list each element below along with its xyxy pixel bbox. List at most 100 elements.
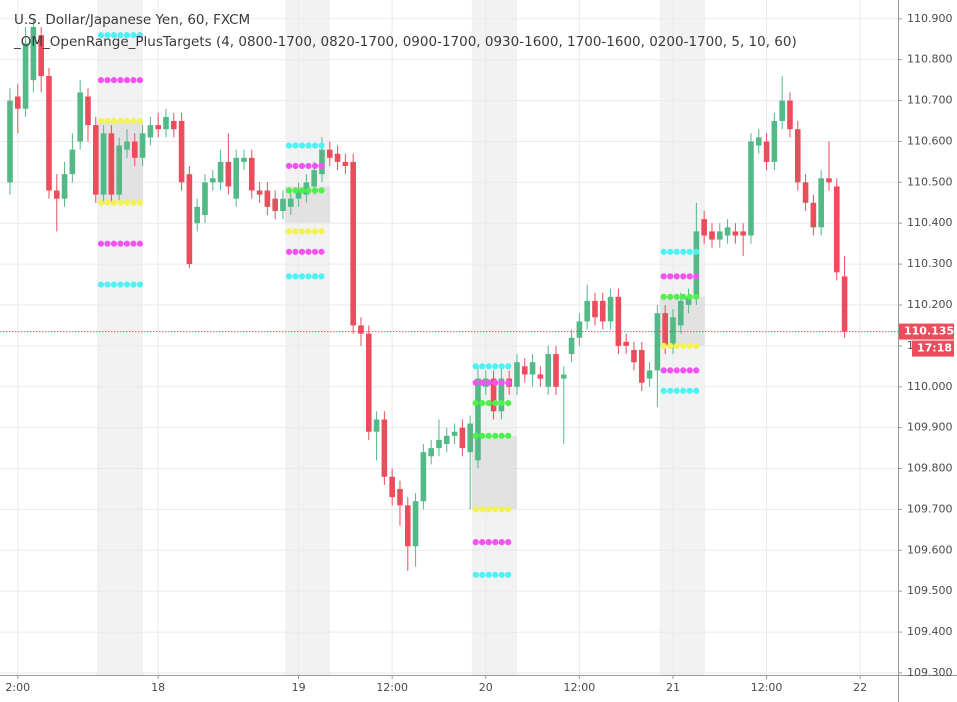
candle-body xyxy=(412,501,419,547)
candle-body xyxy=(779,100,785,122)
target-dot xyxy=(505,571,512,578)
countdown-box xyxy=(912,340,954,357)
candle-body xyxy=(311,170,317,187)
target-dot xyxy=(498,571,505,578)
target-dot xyxy=(318,273,325,280)
target-dot xyxy=(117,77,124,84)
candle-body xyxy=(490,378,497,412)
target-dot xyxy=(472,363,479,370)
target-dot xyxy=(485,363,492,370)
target-dot xyxy=(673,342,680,349)
target-dot xyxy=(123,77,131,84)
target-dot xyxy=(104,281,111,288)
y-tick-label: 110.400 xyxy=(907,216,953,229)
candle-body xyxy=(233,157,239,199)
candle-body xyxy=(607,296,614,322)
target-dot xyxy=(492,571,499,578)
candle-body xyxy=(147,125,154,138)
target-dot xyxy=(311,162,319,170)
candle-body xyxy=(475,378,481,461)
target-dot xyxy=(498,379,505,386)
target-dot xyxy=(485,571,492,578)
candle-body xyxy=(443,435,450,445)
target-dot xyxy=(292,228,299,235)
candle-body xyxy=(46,76,52,191)
target-dot xyxy=(660,248,667,255)
y-tick-label: 109.600 xyxy=(907,543,953,556)
target-dot xyxy=(660,273,667,280)
candle-body xyxy=(248,157,255,191)
x-tick-label: 12:00 xyxy=(376,681,408,694)
target-dot xyxy=(292,273,299,280)
target-dot xyxy=(110,117,118,125)
target-dot xyxy=(505,379,512,386)
target-dot xyxy=(311,187,319,194)
target-dot xyxy=(298,228,306,235)
candle-body xyxy=(584,300,590,322)
target-dot xyxy=(117,240,124,247)
target-dot xyxy=(97,32,105,39)
x-tick-label: 12:00 xyxy=(751,681,783,694)
candle-body xyxy=(38,35,44,77)
target-dot xyxy=(298,187,306,194)
candle-body xyxy=(631,349,637,363)
target-dot xyxy=(673,367,680,374)
target-dot xyxy=(104,117,111,125)
candle-body xyxy=(560,374,567,379)
candle-body xyxy=(272,198,278,211)
candle-body xyxy=(592,300,598,318)
target-dot xyxy=(292,248,299,255)
candle-body xyxy=(428,448,434,457)
candle-body xyxy=(537,374,544,379)
target-dot xyxy=(479,506,486,513)
candle-body xyxy=(108,133,115,195)
candle-body xyxy=(202,182,208,216)
candle-body xyxy=(646,370,653,379)
candle-body xyxy=(755,137,762,146)
candle-body xyxy=(623,341,629,346)
candle-body xyxy=(521,366,528,375)
target-dot xyxy=(680,248,687,255)
target-dot xyxy=(305,142,312,149)
session-shade xyxy=(285,0,331,675)
target-dot xyxy=(130,281,137,288)
target-dot xyxy=(667,273,674,280)
candle-body xyxy=(295,190,302,199)
target-dot xyxy=(472,571,479,578)
candle-body xyxy=(77,92,83,142)
candle-body xyxy=(451,431,458,436)
candle-body xyxy=(514,362,520,387)
target-dot xyxy=(673,248,680,255)
target-dot xyxy=(318,187,325,194)
candle-body xyxy=(155,125,161,130)
y-tick-label: 110.800 xyxy=(907,53,953,66)
candle-body xyxy=(358,325,364,334)
target-dot xyxy=(667,293,674,300)
candle-body xyxy=(319,149,325,175)
target-dot xyxy=(298,273,306,280)
candle-body xyxy=(787,100,793,130)
candle-body xyxy=(287,198,294,207)
target-dot xyxy=(492,379,499,386)
target-dot xyxy=(680,367,687,374)
target-dot xyxy=(285,187,293,194)
target-dot xyxy=(292,187,299,194)
target-dot xyxy=(686,367,693,374)
target-dot xyxy=(479,539,486,546)
session-shade xyxy=(471,0,517,675)
target-dot xyxy=(104,32,111,39)
y-tick-label: 109.300 xyxy=(907,666,953,679)
target-dot xyxy=(667,248,674,255)
target-dot xyxy=(660,293,667,300)
target-dot xyxy=(693,293,700,300)
target-dot xyxy=(498,506,505,513)
target-dot xyxy=(97,199,105,206)
candle-body xyxy=(420,452,427,502)
candle-body xyxy=(771,121,778,162)
candle-body xyxy=(186,174,193,265)
target-dot xyxy=(693,387,700,394)
target-dot xyxy=(498,432,505,439)
last-price-label: 110.135 xyxy=(904,325,954,338)
target-dot xyxy=(97,77,105,84)
target-dot xyxy=(123,199,131,206)
